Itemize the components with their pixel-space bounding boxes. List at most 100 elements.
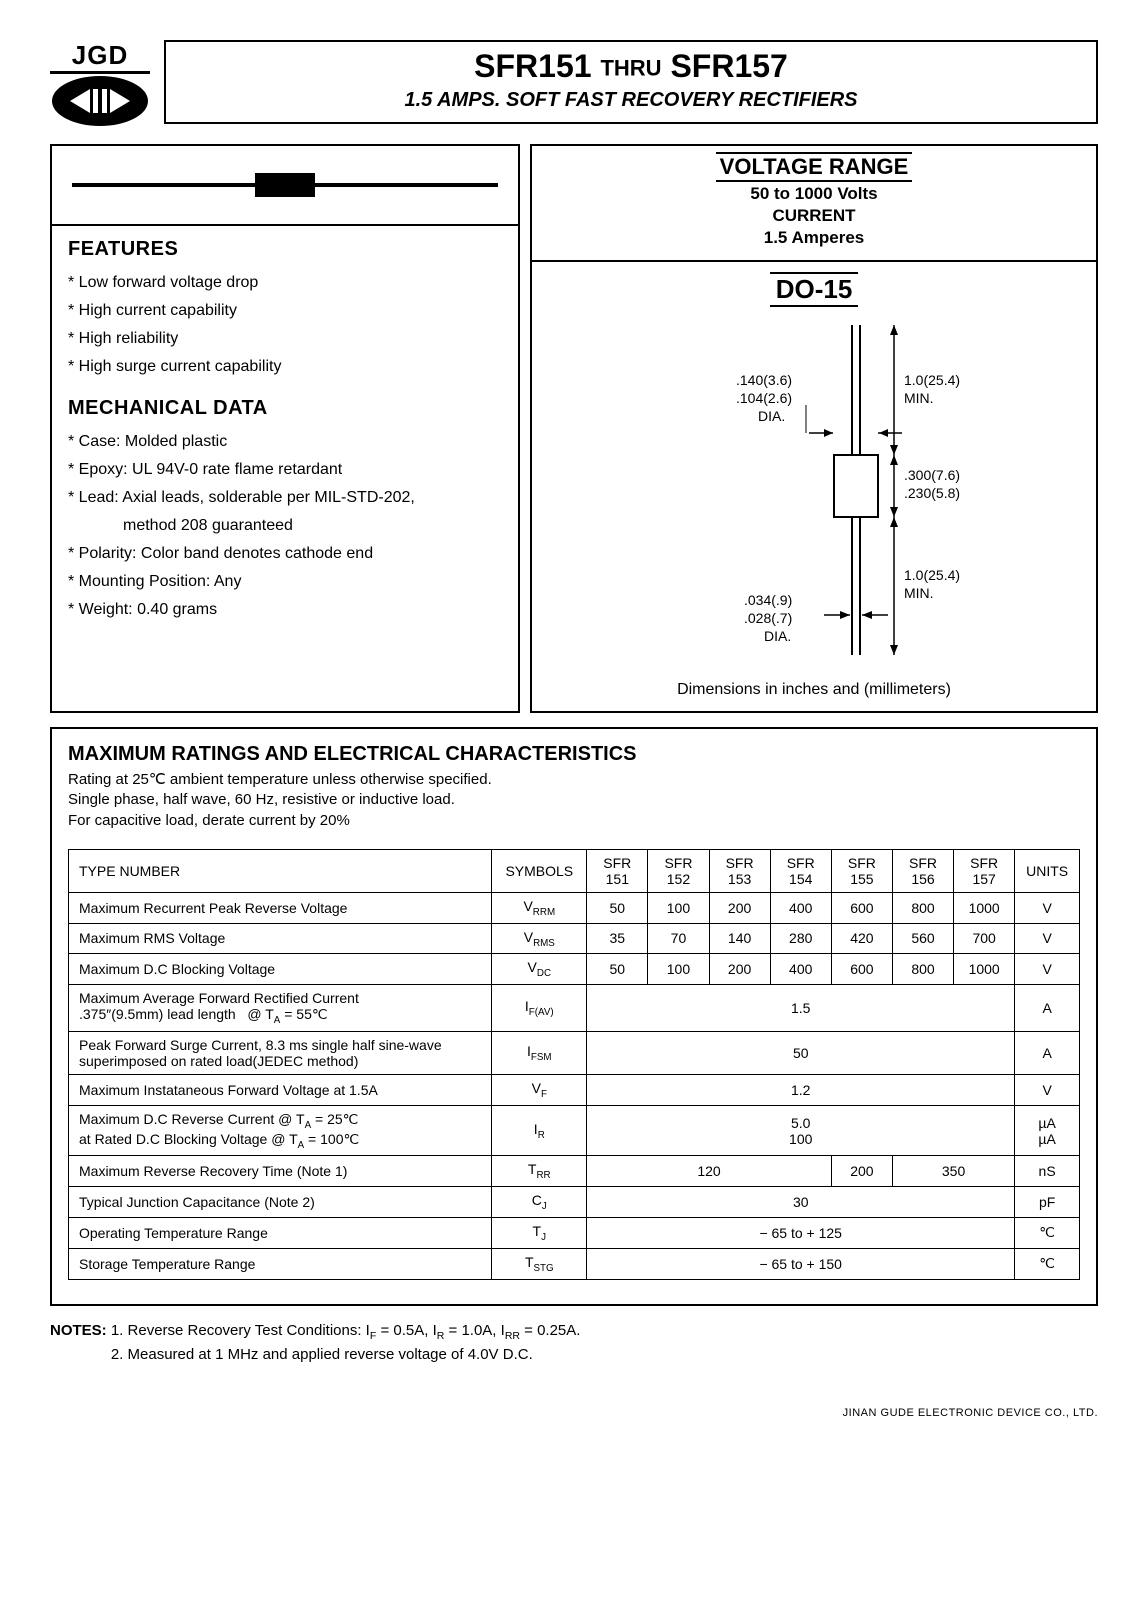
title-box: SFR151 THRU SFR157 1.5 AMPS. SOFT FAST R…: [164, 40, 1098, 124]
mechdata-item: Case: Molded plastic: [68, 428, 502, 456]
feature-item: High reliability: [68, 325, 502, 353]
right-column: VOLTAGE RANGE 50 to 1000 Volts CURRENT 1…: [530, 144, 1098, 713]
symbol-cell: VF: [492, 1074, 587, 1105]
notes-1: 1. Reverse Recovery Test Conditions: IF …: [111, 1322, 581, 1339]
value-cell: 1000: [954, 892, 1015, 923]
left-column: FEATURES Low forward voltage dropHigh cu…: [50, 144, 520, 713]
dim-wire-bot: .028(.7): [744, 610, 792, 626]
notes-2: 2. Measured at 1 MHz and applied reverse…: [111, 1346, 533, 1363]
do15-title: DO-15: [770, 272, 859, 307]
feature-item: High current capability: [68, 297, 502, 325]
value-cell: 600: [831, 954, 892, 985]
ratings-note2: Single phase, half wave, 60 Hz, resistiv…: [68, 790, 1080, 810]
features-heading: FEATURES: [68, 238, 502, 261]
symbol-cell: CJ: [492, 1187, 587, 1218]
units-cell: V: [1015, 923, 1080, 954]
do15-footer: Dimensions in inches and (millimeters): [677, 681, 951, 699]
value-cell: 100: [648, 954, 709, 985]
spec-row: Maximum Recurrent Peak Reverse VoltageVR…: [69, 892, 1080, 923]
diode-graphic: [52, 146, 518, 226]
dim1-dia: DIA.: [758, 408, 785, 424]
value-cell: 400: [770, 954, 831, 985]
feature-item: Low forward voltage drop: [68, 269, 502, 297]
mechdata-list: Case: Molded plasticEpoxy: UL 94V-0 rate…: [68, 428, 502, 624]
spec-header-cell: SFR154: [770, 849, 831, 892]
symbol-cell: VRMS: [492, 923, 587, 954]
units-cell: V: [1015, 954, 1080, 985]
spec-body: Maximum Recurrent Peak Reverse VoltageVR…: [69, 892, 1080, 1279]
spec-table: TYPE NUMBERSYMBOLSSFR151SFR152SFR153SFR1…: [68, 849, 1080, 1280]
spec-header-cell: TYPE NUMBER: [69, 849, 492, 892]
title-main: SFR151 THRU SFR157: [176, 48, 1086, 85]
value-cell: 100: [648, 892, 709, 923]
dim-body-bot: .230(5.8): [904, 485, 960, 501]
value-span-cell: − 65 to + 150: [587, 1248, 1015, 1279]
spec-header-cell: SFR155: [831, 849, 892, 892]
value-cell: 140: [709, 923, 770, 954]
features-list: Low forward voltage dropHigh current cap…: [68, 269, 502, 381]
dim-body-top: .300(7.6): [904, 467, 960, 483]
symbol-cell: TJ: [492, 1217, 587, 1248]
value-group-cell: 350: [892, 1156, 1014, 1187]
mechdata-item: Epoxy: UL 94V-0 rate flame retardant: [68, 456, 502, 484]
units-cell: V: [1015, 1074, 1080, 1105]
units-cell: pF: [1015, 1187, 1080, 1218]
voltage-range-l3: 1.5 Amperes: [542, 228, 1086, 248]
voltage-range-l2: CURRENT: [542, 206, 1086, 226]
dim-wire-top: .034(.9): [744, 592, 792, 608]
value-cell: 200: [709, 892, 770, 923]
value-cell: 35: [587, 923, 648, 954]
symbol-cell: VRRM: [492, 892, 587, 923]
value-cell: 70: [648, 923, 709, 954]
spec-header-cell: SFR157: [954, 849, 1015, 892]
page-header: JGD SFR151 THRU SFR157 1.5 AMPS. SOFT FA…: [50, 40, 1098, 134]
spec-row: Storage Temperature RangeTSTG− 65 to + 1…: [69, 1248, 1080, 1279]
symbol-cell: IF(AV): [492, 985, 587, 1032]
mechdata-item: method 208 guaranteed: [68, 512, 502, 540]
dim-lead1-top: 1.0(25.4): [904, 372, 960, 388]
voltage-range-title: VOLTAGE RANGE: [716, 152, 913, 182]
mechdata-item: Lead: Axial leads, solderable per MIL-ST…: [68, 484, 502, 512]
value-cell: 800: [892, 954, 953, 985]
symbol-cell: IR: [492, 1105, 587, 1156]
param-cell: Peak Forward Surge Current, 8.3 ms singl…: [69, 1031, 492, 1074]
mechdata-item: Mounting Position: Any: [68, 568, 502, 596]
spec-row: Maximum D.C Reverse Current @ TA = 25℃at…: [69, 1105, 1080, 1156]
dim-lead1-bot: MIN.: [904, 390, 934, 406]
value-cell: 700: [954, 923, 1015, 954]
symbol-cell: IFSM: [492, 1031, 587, 1074]
value-cell: 600: [831, 892, 892, 923]
param-cell: Maximum D.C Reverse Current @ TA = 25℃at…: [69, 1105, 492, 1156]
value-cell: 560: [892, 923, 953, 954]
spec-header-cell: SFR153: [709, 849, 770, 892]
spec-header-cell: UNITS: [1015, 849, 1080, 892]
spec-header-cell: SYMBOLS: [492, 849, 587, 892]
spec-row: Maximum Reverse Recovery Time (Note 1)TR…: [69, 1156, 1080, 1187]
dim-lead2-top: 1.0(25.4): [904, 567, 960, 583]
dim1-bot: .104(2.6): [736, 390, 792, 406]
value-cell: 280: [770, 923, 831, 954]
value-cell: 420: [831, 923, 892, 954]
title-left: SFR151: [474, 48, 591, 84]
value-cell: 400: [770, 892, 831, 923]
param-cell: Maximum Recurrent Peak Reverse Voltage: [69, 892, 492, 923]
value-span-cell: 30: [587, 1187, 1015, 1218]
feature-item: High surge current capability: [68, 353, 502, 381]
footer: JINAN GUDE ELECTRONIC DEVICE CO., LTD.: [50, 1407, 1098, 1419]
ratings-note1: Rating at 25℃ ambient temperature unless…: [68, 770, 1080, 790]
param-cell: Maximum RMS Voltage: [69, 923, 492, 954]
notes-label: NOTES:: [50, 1322, 107, 1339]
mechdata-item: Weight: 0.40 grams: [68, 596, 502, 624]
value-group-cell: 200: [831, 1156, 892, 1187]
spec-header-cell: SFR152: [648, 849, 709, 892]
value-span-cell: 1.2: [587, 1074, 1015, 1105]
info-columns: FEATURES Low forward voltage dropHigh cu…: [50, 144, 1098, 713]
value-group-cell: 120: [587, 1156, 832, 1187]
ratings-box: MAXIMUM RATINGS AND ELECTRICAL CHARACTER…: [50, 727, 1098, 1306]
spec-row: Operating Temperature RangeTJ− 65 to + 1…: [69, 1217, 1080, 1248]
do15-diagram: DO-15 1.0(25.4) MIN. .3: [532, 262, 1096, 711]
title-right: SFR157: [670, 48, 787, 84]
title-subtitle: 1.5 AMPS. SOFT FAST RECOVERY RECTIFIERS: [176, 89, 1086, 112]
spec-row: Maximum D.C Blocking VoltageVDC501002004…: [69, 954, 1080, 985]
spec-row: Maximum Instataneous Forward Voltage at …: [69, 1074, 1080, 1105]
